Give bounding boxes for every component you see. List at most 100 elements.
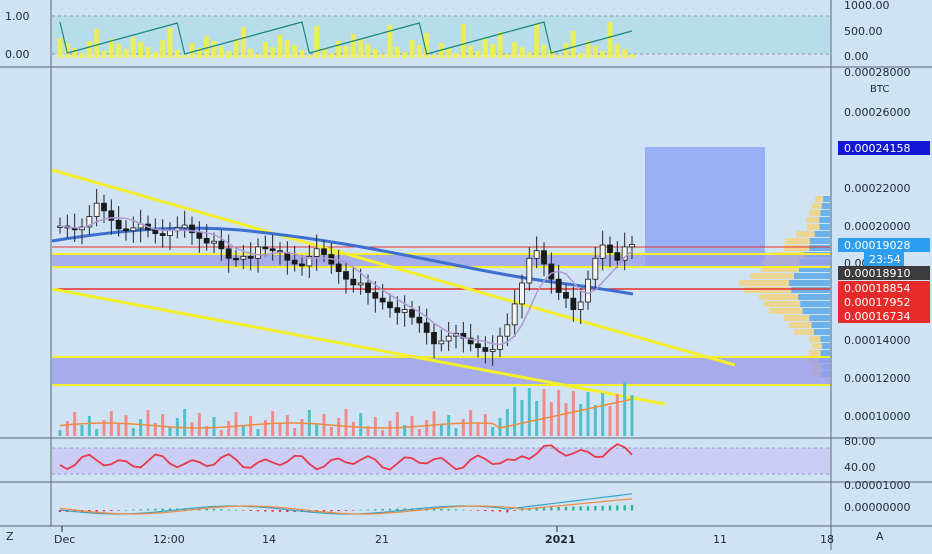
- oscillator-bar: [468, 46, 474, 58]
- candle-body[interactable]: [350, 278, 357, 286]
- candle-body[interactable]: [475, 343, 481, 348]
- candle-body[interactable]: [262, 246, 269, 250]
- candle-body[interactable]: [482, 347, 489, 352]
- price-badge-current[interactable]: 0.00019028: [838, 238, 930, 252]
- price-badge-level[interactable]: 0.00018910: [838, 266, 930, 280]
- volume-bar: [483, 414, 487, 436]
- candle-body[interactable]: [394, 307, 401, 313]
- candle-body[interactable]: [247, 255, 254, 259]
- macd-histogram-bar: [220, 509, 223, 511]
- candle-body[interactable]: [489, 349, 496, 352]
- candle-body[interactable]: [614, 252, 621, 261]
- long-moving-average[interactable]: [51, 226, 634, 296]
- candle-body[interactable]: [181, 224, 188, 229]
- candle-body[interactable]: [167, 230, 173, 236]
- macd-histogram-bar: [88, 510, 91, 512]
- candle-body[interactable]: [592, 257, 599, 280]
- candle-body[interactable]: [585, 278, 591, 303]
- candle-body[interactable]: [86, 216, 93, 228]
- candle-body[interactable]: [357, 282, 364, 286]
- candle-body[interactable]: [599, 244, 606, 259]
- candle-body[interactable]: [189, 224, 195, 234]
- volume-bar: [146, 410, 150, 436]
- candle-body[interactable]: [431, 331, 437, 345]
- candle-body[interactable]: [291, 259, 298, 265]
- candle-body[interactable]: [240, 255, 247, 260]
- candle-body[interactable]: [577, 301, 584, 310]
- candle-body[interactable]: [218, 240, 225, 250]
- macd-histogram-bar: [469, 510, 472, 511]
- macd-tick: 0.00000000: [844, 501, 910, 514]
- candle-body[interactable]: [321, 248, 327, 255]
- candle-body[interactable]: [497, 335, 503, 350]
- price-tick: 0.00020000: [844, 220, 910, 233]
- candle-body[interactable]: [504, 324, 511, 337]
- candle-body[interactable]: [555, 278, 562, 293]
- candle-body[interactable]: [225, 248, 232, 259]
- candle-body[interactable]: [233, 257, 239, 261]
- macd-histogram-bar: [381, 508, 384, 511]
- volume-profile-bar: [809, 350, 821, 356]
- candle-body[interactable]: [438, 340, 445, 345]
- price-badge-target[interactable]: 0.00024158: [838, 141, 930, 155]
- candle-body[interactable]: [152, 229, 159, 235]
- candle-body[interactable]: [306, 255, 313, 267]
- price-badge-support[interactable]: 0.00018854: [838, 281, 930, 295]
- candle-body[interactable]: [343, 271, 349, 280]
- lower-trendline[interactable]: [51, 287, 666, 406]
- candle-body[interactable]: [115, 219, 122, 230]
- candle-body[interactable]: [563, 292, 569, 299]
- candle-body[interactable]: [101, 202, 107, 212]
- candle-body[interactable]: [372, 292, 379, 299]
- oscillator-bar: [130, 37, 136, 58]
- candle-body[interactable]: [526, 257, 533, 284]
- candle-body[interactable]: [93, 202, 100, 217]
- candle-body[interactable]: [196, 232, 203, 239]
- price-badge-support[interactable]: 0.00017952: [838, 295, 930, 309]
- candle-body[interactable]: [335, 263, 342, 272]
- volume-bar: [359, 413, 363, 436]
- candle-body[interactable]: [621, 246, 628, 261]
- short-moving-average[interactable]: [59, 217, 633, 346]
- candle-body[interactable]: [313, 248, 320, 257]
- volume-profile-bar: [806, 217, 820, 223]
- candle-body[interactable]: [159, 233, 166, 236]
- candle-body[interactable]: [130, 227, 137, 232]
- candle-body[interactable]: [379, 297, 386, 303]
- candle-body[interactable]: [255, 246, 261, 259]
- volume-bar: [476, 423, 480, 436]
- candle-body[interactable]: [401, 309, 408, 313]
- candle-body[interactable]: [416, 316, 423, 324]
- candle-body[interactable]: [203, 237, 210, 244]
- candle-body[interactable]: [299, 263, 305, 267]
- price-badge-support[interactable]: 0.00016734: [838, 309, 930, 323]
- time-label: 14: [262, 533, 276, 546]
- candle-body[interactable]: [269, 248, 276, 252]
- target-box[interactable]: [645, 147, 765, 267]
- volume-bar: [601, 393, 605, 436]
- candle-body[interactable]: [211, 240, 217, 244]
- candle-body[interactable]: [533, 250, 540, 259]
- resistance-zone[interactable]: [52, 254, 830, 267]
- candle-body[interactable]: [629, 244, 635, 248]
- svg-text:23:54: 23:54: [869, 253, 901, 266]
- candle-body[interactable]: [423, 322, 430, 333]
- candle-body[interactable]: [519, 282, 525, 305]
- auto-scale-toggle[interactable]: A: [876, 530, 884, 543]
- upper-trendline[interactable]: [51, 168, 736, 367]
- candle-body[interactable]: [409, 309, 415, 318]
- candle-body[interactable]: [445, 335, 452, 342]
- candle-body[interactable]: [123, 228, 129, 232]
- candle-body[interactable]: [607, 244, 613, 253]
- timezone-toggle[interactable]: Z: [6, 530, 14, 543]
- candle-body[interactable]: [387, 301, 393, 309]
- candle-body[interactable]: [570, 297, 577, 311]
- candle-body[interactable]: [548, 263, 555, 280]
- candle-body[interactable]: [511, 303, 518, 326]
- candle-body[interactable]: [467, 337, 474, 345]
- candlesticks[interactable]: [57, 188, 635, 366]
- candle-body[interactable]: [108, 210, 115, 221]
- candle-body[interactable]: [365, 282, 371, 293]
- candle-body[interactable]: [541, 250, 547, 265]
